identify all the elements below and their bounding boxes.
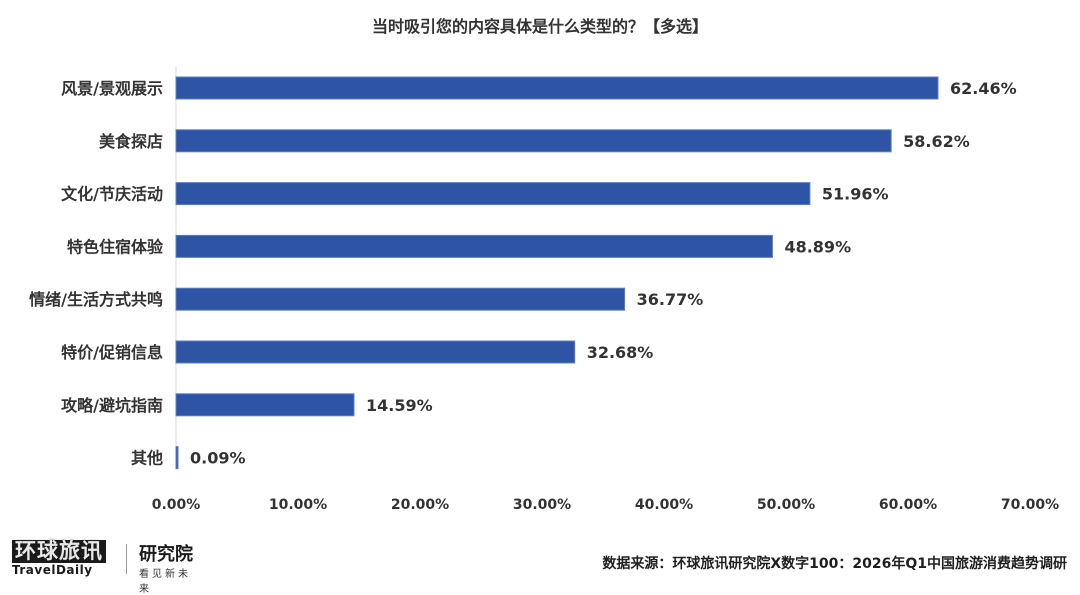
bar (175, 340, 576, 364)
category-label: 风景/景观展示 (61, 79, 163, 98)
data-label: 48.89% (784, 237, 851, 256)
source-note: 数据来源：环球旅讯研究院X数字100：2026年Q1中国旅游消费趋势调研 (602, 556, 1067, 572)
data-label: 58.62% (903, 132, 970, 151)
bar (175, 393, 355, 417)
x-tick-label: 10.00% (269, 497, 327, 513)
data-label: 51.96% (822, 185, 889, 204)
logo-slogan: 看见新未来 (139, 569, 191, 595)
bar (175, 446, 179, 470)
chart-title: 当时吸引您的内容具体是什么类型的？【多选】 (371, 17, 708, 36)
logo-divider (126, 544, 127, 574)
category-label: 攻略/避坑指南 (61, 396, 163, 415)
x-tick-label: 0.00% (152, 497, 201, 513)
bar (175, 234, 773, 258)
x-axis-ticks: 0.00% 10.00% 20.00% 30.00% 40.00% 50.00% 60.00… (152, 497, 1059, 513)
bar (175, 182, 811, 206)
x-tick-label: 30.00% (513, 497, 571, 513)
bar (175, 129, 892, 153)
x-tick-label: 60.00% (879, 497, 937, 513)
category-label: 美食探店 (99, 132, 163, 151)
category-label: 特色住宿体验 (67, 237, 164, 256)
x-tick-label: 40.00% (635, 497, 693, 513)
bar (175, 287, 626, 311)
data-label: 62.46% (950, 79, 1017, 98)
bars-layer (175, 66, 939, 470)
x-tick-label: 50.00% (757, 497, 815, 513)
x-tick-label: 20.00% (391, 497, 449, 513)
traveldaily-logo: 环球旅讯 TravelDaily 研究院 看见新未来 (12, 540, 202, 595)
labels-layer: 风景/景观展示 62.46% 美食探店 58.62% 文化/节庆活动 51.96% 特色住宿… (29, 79, 1017, 468)
category-label: 文化/节庆活动 (61, 185, 163, 204)
category-label: 特价/促销信息 (61, 343, 163, 362)
bar-chart: 风景/景观展示 62.46% 美食探店 58.62% 文化/节庆活动 51.96% 特色住宿… (29, 66, 1059, 513)
data-label: 14.59% (366, 396, 433, 415)
category-label: 其他 (131, 449, 163, 468)
category-label: 情绪/生活方式共鸣 (29, 290, 163, 309)
logo-brand-en: TravelDaily (12, 563, 93, 577)
logo-brand-text: 环球旅讯 (12, 540, 106, 563)
data-label: 0.09% (190, 449, 246, 468)
bar (175, 76, 939, 100)
x-tick-label: 70.00% (1001, 497, 1059, 513)
logo-institute: 研究院 (139, 544, 193, 565)
data-label: 32.68% (587, 343, 654, 362)
data-label: 36.77% (637, 290, 704, 309)
